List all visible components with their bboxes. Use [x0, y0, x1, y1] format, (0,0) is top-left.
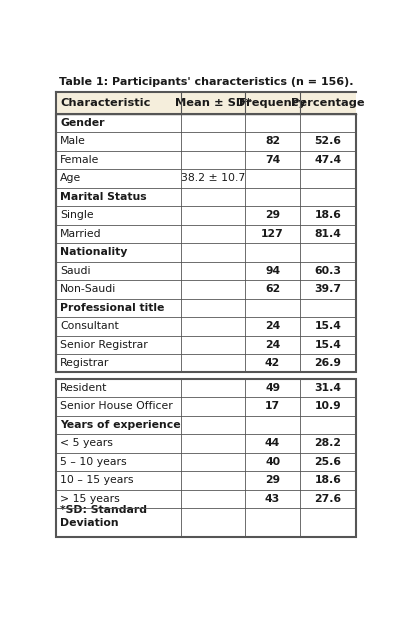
Text: *SD: Standard
Deviation: *SD: Standard Deviation [60, 505, 147, 529]
Bar [56, 187, 355, 206]
Text: 24: 24 [264, 340, 279, 350]
Text: 127: 127 [261, 229, 283, 239]
Text: Characteristic: Characteristic [60, 98, 150, 108]
Text: 52.6: 52.6 [314, 137, 340, 147]
Text: 82: 82 [264, 137, 279, 147]
Bar [56, 397, 355, 416]
Text: 10 – 15 years: 10 – 15 years [60, 475, 134, 485]
Text: 31.4: 31.4 [314, 383, 340, 393]
Bar [56, 169, 355, 187]
Text: 15.4: 15.4 [314, 321, 340, 331]
Bar [56, 354, 355, 372]
Bar [56, 132, 355, 150]
Bar [56, 224, 355, 243]
Text: Consultant: Consultant [60, 321, 119, 331]
Text: 42: 42 [264, 358, 279, 368]
Text: Registrar: Registrar [60, 358, 109, 368]
Bar [56, 280, 355, 298]
Bar [56, 150, 355, 169]
Text: Gender: Gender [60, 118, 105, 128]
Text: 81.4: 81.4 [314, 229, 340, 239]
Text: Mean ± SD*: Mean ± SD* [174, 98, 250, 108]
Text: Frequency: Frequency [239, 98, 305, 108]
Text: 40: 40 [264, 457, 279, 466]
Text: 43: 43 [264, 493, 279, 503]
Text: Nationality: Nationality [60, 247, 128, 257]
Bar [56, 206, 355, 224]
Text: Professional title: Professional title [60, 303, 164, 313]
Bar [56, 261, 355, 280]
Text: 60.3: 60.3 [314, 266, 340, 276]
Text: 47.4: 47.4 [314, 155, 340, 165]
Bar [56, 335, 355, 354]
Text: Female: Female [60, 155, 99, 165]
Bar [56, 379, 355, 397]
Text: Senior House Officer: Senior House Officer [60, 401, 173, 411]
Text: 49: 49 [264, 383, 279, 393]
Text: 26.9: 26.9 [314, 358, 340, 368]
Text: 5 – 10 years: 5 – 10 years [60, 457, 127, 466]
Text: Senior Registrar: Senior Registrar [60, 340, 148, 350]
Bar [56, 113, 355, 372]
Text: 39.7: 39.7 [314, 284, 340, 294]
Text: 62: 62 [264, 284, 279, 294]
Text: 29: 29 [264, 475, 279, 485]
Text: Male: Male [60, 137, 86, 147]
Text: 18.6: 18.6 [314, 475, 340, 485]
Bar [56, 490, 355, 508]
Text: 28.2: 28.2 [314, 438, 340, 448]
Text: Percentage: Percentage [290, 98, 364, 108]
Bar [56, 92, 355, 113]
Text: Years of experience: Years of experience [60, 420, 180, 430]
Text: 25.6: 25.6 [314, 457, 340, 466]
Text: < 5 years: < 5 years [60, 438, 113, 448]
Bar [56, 453, 355, 471]
Text: Married: Married [60, 229, 102, 239]
Bar [56, 317, 355, 335]
Text: 38.2 ± 10.7: 38.2 ± 10.7 [180, 174, 244, 184]
Text: Resident: Resident [60, 383, 107, 393]
Bar [56, 416, 355, 434]
Text: 74: 74 [264, 155, 279, 165]
Text: > 15 years: > 15 years [60, 493, 120, 503]
Bar [56, 113, 355, 132]
Bar [56, 434, 355, 453]
Text: 17: 17 [264, 401, 279, 411]
Text: Single: Single [60, 211, 94, 220]
Text: 27.6: 27.6 [314, 493, 340, 503]
Text: Saudi: Saudi [60, 266, 91, 276]
Text: Marital Status: Marital Status [60, 192, 147, 202]
Text: 94: 94 [264, 266, 279, 276]
Text: 44: 44 [264, 438, 279, 448]
Text: 29: 29 [264, 211, 279, 220]
Bar [56, 471, 355, 490]
Text: Table 1: Participants' characteristics (n = 156).: Table 1: Participants' characteristics (… [59, 77, 352, 87]
Text: 10.9: 10.9 [314, 401, 340, 411]
Text: 24: 24 [264, 321, 279, 331]
Text: 18.6: 18.6 [314, 211, 340, 220]
Bar [56, 508, 355, 537]
Text: 15.4: 15.4 [314, 340, 340, 350]
Bar [56, 243, 355, 261]
Bar [56, 379, 355, 537]
Text: Age: Age [60, 174, 81, 184]
Bar [56, 298, 355, 317]
Text: Non-Saudi: Non-Saudi [60, 284, 116, 294]
